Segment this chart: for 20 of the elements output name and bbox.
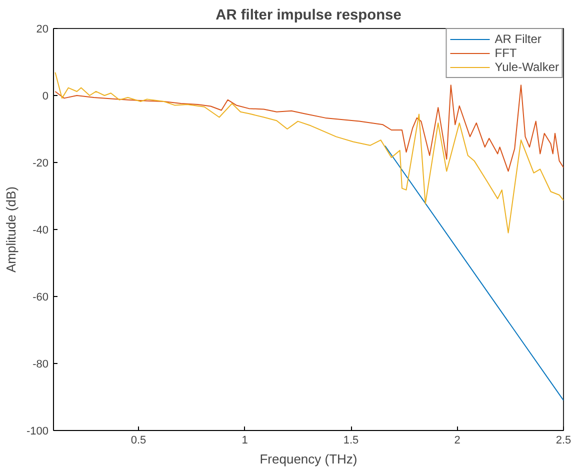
y-tick-label: 0 bbox=[42, 90, 49, 102]
y-tick-label: -100 bbox=[26, 426, 49, 438]
y-tick-label: -60 bbox=[32, 292, 49, 304]
y-tick-label: -80 bbox=[32, 358, 49, 370]
legend-label: FFT bbox=[494, 46, 517, 60]
x-tick-label: 1 bbox=[242, 434, 248, 446]
line-series bbox=[54, 72, 564, 234]
line-series bbox=[54, 84, 564, 172]
chart-title: AR filter impulse response bbox=[216, 8, 402, 24]
y-axis-title: Amplitude (dB) bbox=[3, 186, 18, 272]
y-tick-label: -40 bbox=[32, 224, 49, 236]
y-tick-label: 20 bbox=[36, 24, 49, 36]
legend-label: AR Filter bbox=[494, 32, 542, 46]
x-tick-label: 2.5 bbox=[556, 434, 572, 446]
x-axis-title: Frequency (THz) bbox=[260, 452, 358, 466]
legend-label: Yule-Walker bbox=[494, 60, 559, 74]
x-tick-label: 2 bbox=[454, 434, 460, 446]
x-tick-label: 1.5 bbox=[343, 434, 359, 446]
y-tick-label: -20 bbox=[32, 158, 49, 170]
x-tick-label: 0.5 bbox=[130, 434, 146, 446]
